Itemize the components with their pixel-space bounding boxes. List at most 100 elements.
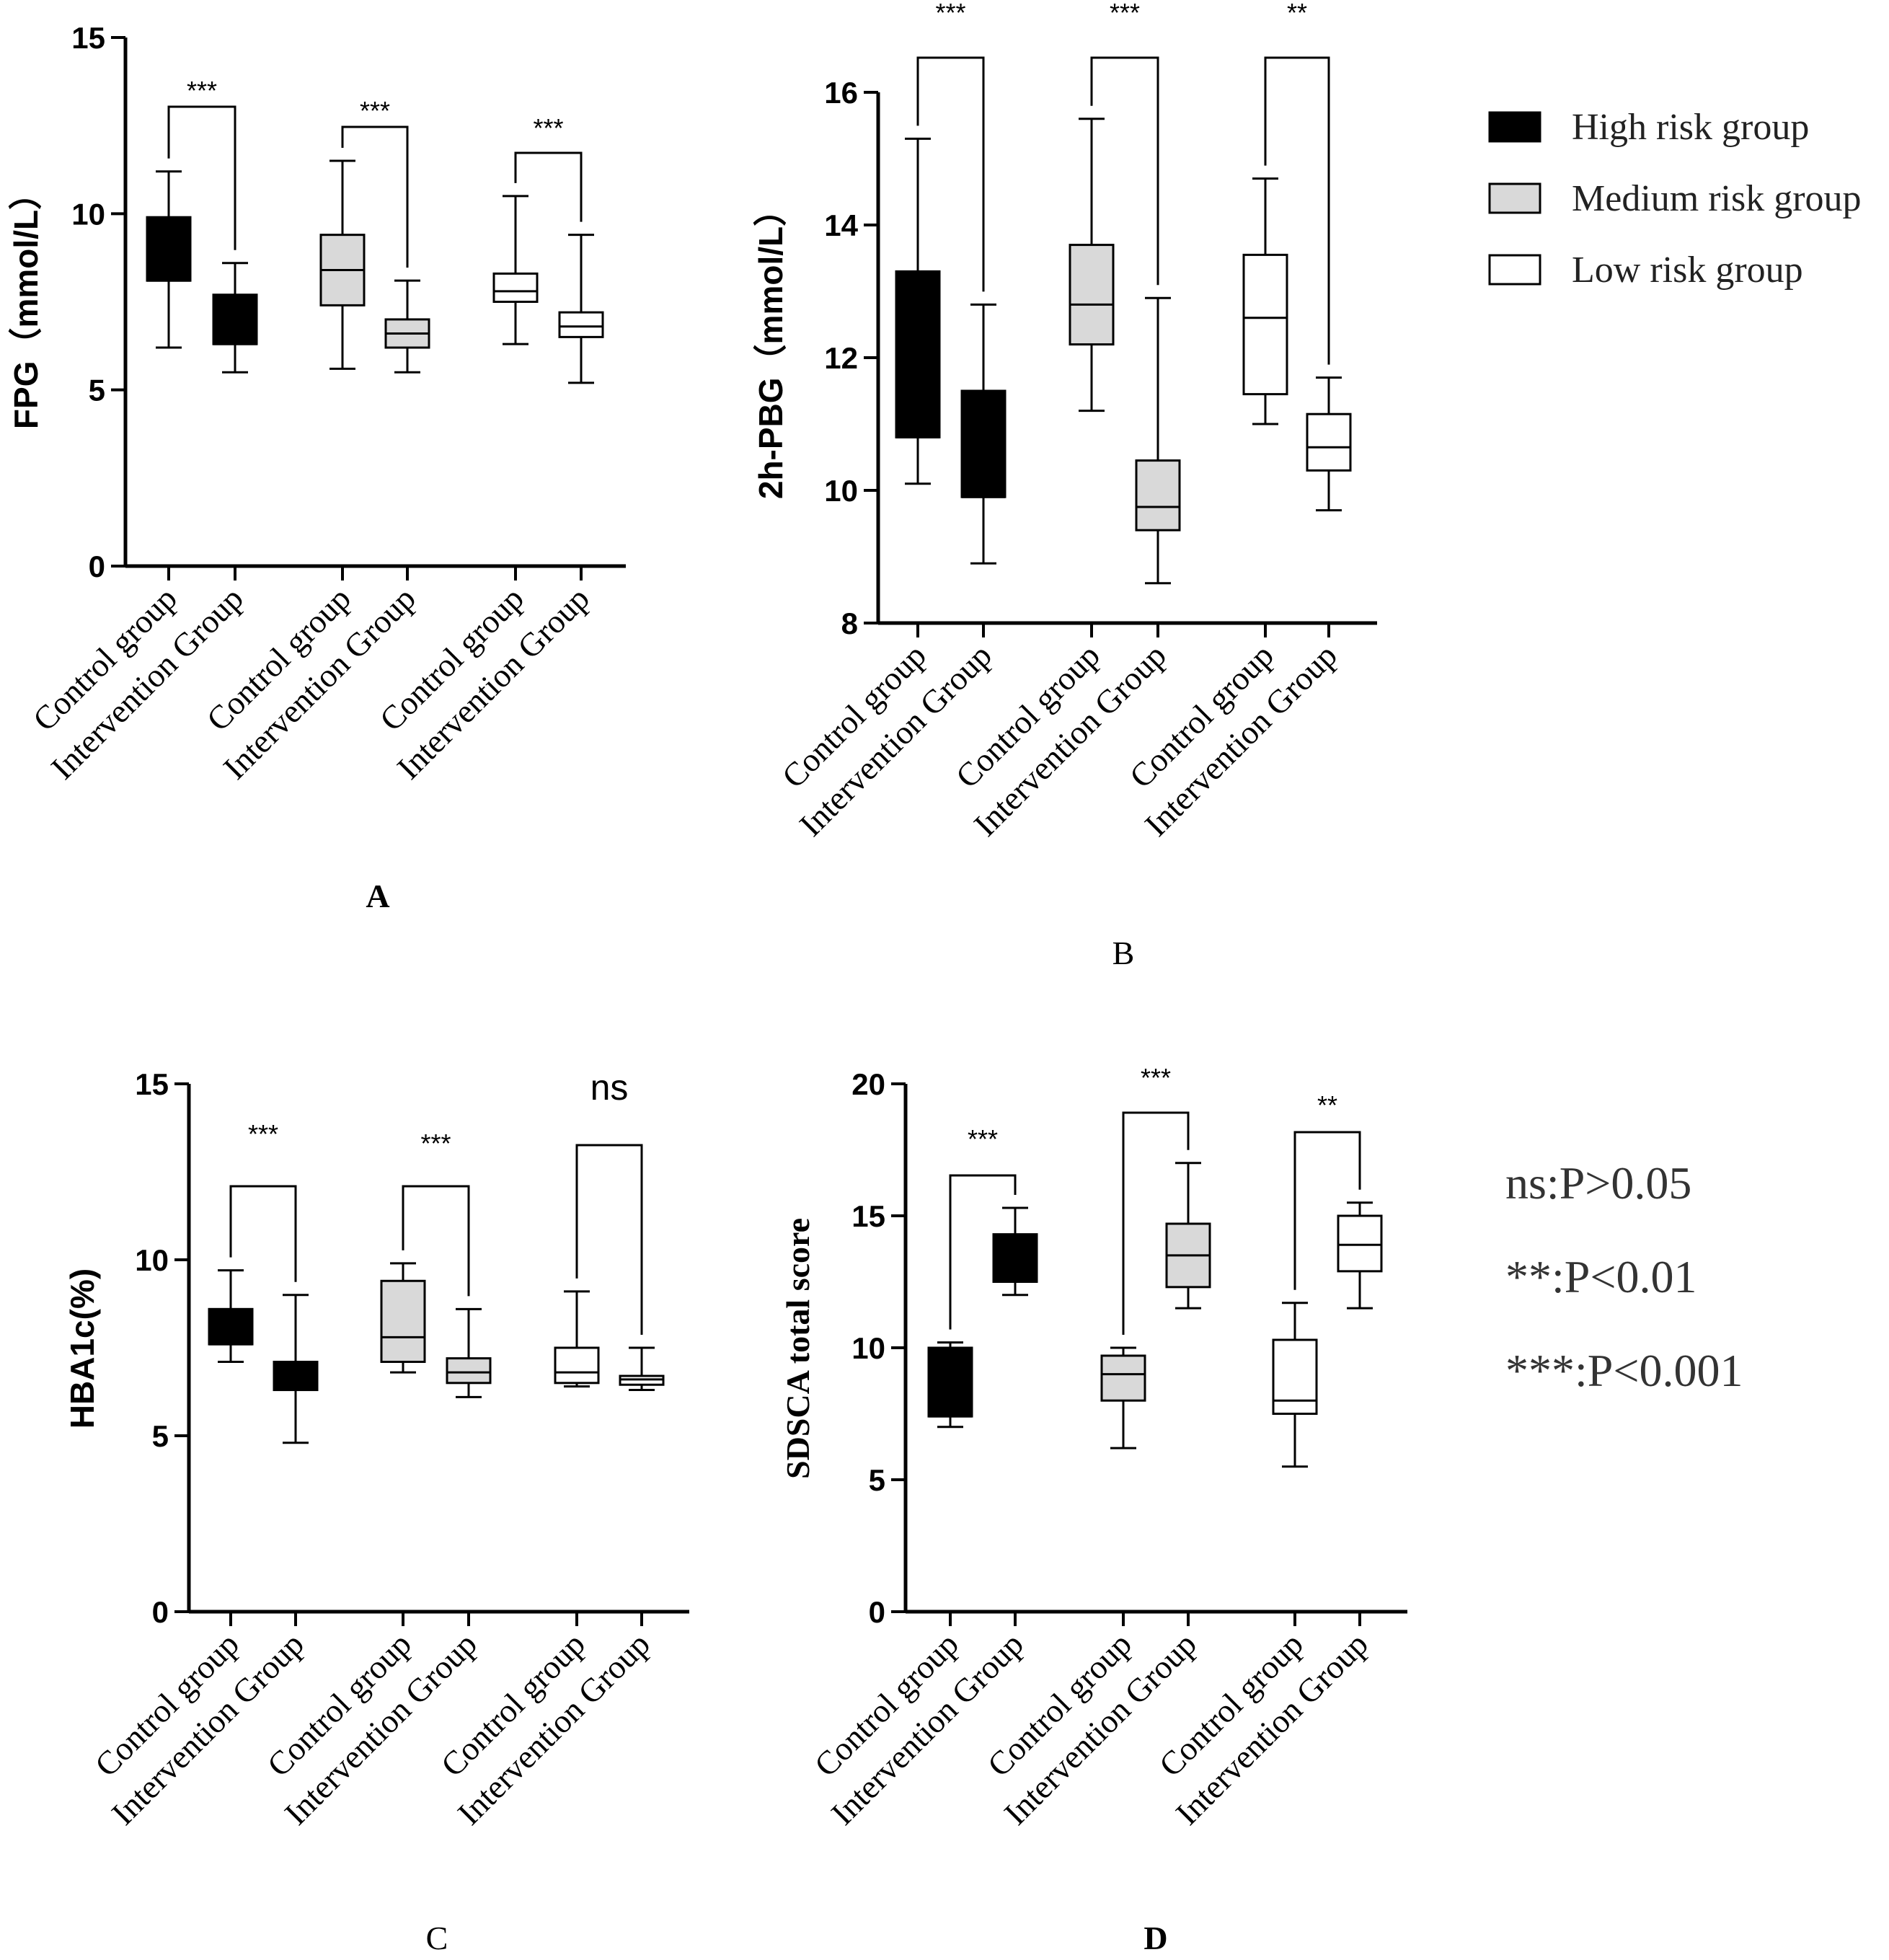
y-axis-title: 2h-PBG（mmol/L） bbox=[752, 193, 789, 499]
iqr-box bbox=[273, 1361, 319, 1392]
significance-label: *** bbox=[360, 96, 390, 125]
y-tick-label: 8 bbox=[841, 606, 858, 640]
significance-label: *** bbox=[420, 1129, 451, 1158]
significance-label: ** bbox=[1287, 0, 1307, 27]
box-3 bbox=[1100, 1346, 1146, 1449]
significance-label: *** bbox=[1141, 1063, 1171, 1092]
y-tick-label: 5 bbox=[869, 1463, 885, 1497]
legend-swatch-low bbox=[1488, 254, 1541, 286]
iqr-box bbox=[1100, 1354, 1146, 1402]
legend-swatch-high bbox=[1488, 111, 1541, 143]
box-1 bbox=[895, 137, 941, 485]
box-6 bbox=[558, 234, 604, 384]
box-2 bbox=[960, 303, 1007, 565]
box-4 bbox=[1135, 296, 1181, 585]
iqr-box bbox=[960, 389, 1007, 498]
significance-label: *** bbox=[187, 76, 217, 105]
box-4 bbox=[446, 1307, 492, 1398]
y-tick-label: 16 bbox=[824, 76, 858, 110]
iqr-box bbox=[992, 1233, 1038, 1283]
iqr-box bbox=[146, 216, 192, 282]
box-1 bbox=[146, 170, 192, 349]
significance-bracket bbox=[341, 125, 409, 268]
significance-bracket bbox=[402, 1185, 470, 1297]
box-1 bbox=[927, 1341, 973, 1429]
y-tick-label: 15 bbox=[71, 21, 105, 55]
iqr-box bbox=[895, 270, 941, 438]
iqr-box bbox=[927, 1346, 973, 1418]
box-1 bbox=[208, 1269, 254, 1364]
y-axis-title: SDSCA total score bbox=[779, 1218, 816, 1479]
y-tick-label: 10 bbox=[824, 474, 858, 508]
significance-bracket bbox=[916, 56, 985, 292]
box-4 bbox=[384, 279, 430, 374]
iqr-box bbox=[1069, 244, 1115, 346]
box-3 bbox=[319, 159, 366, 370]
significance-label: *** bbox=[533, 113, 563, 143]
y-tick-label: 0 bbox=[869, 1595, 885, 1629]
y-tick-label: 10 bbox=[851, 1331, 885, 1365]
iqr-box bbox=[380, 1279, 426, 1364]
y-tick-label: 5 bbox=[89, 374, 105, 407]
iqr-box bbox=[1306, 412, 1352, 472]
box-2 bbox=[212, 262, 258, 374]
significance-bracket bbox=[1122, 1111, 1190, 1335]
note-triple-star: ***:P<0.001 bbox=[1505, 1345, 1743, 1396]
panel-label-d: D bbox=[1143, 1920, 1167, 1956]
panel-label-c: C bbox=[426, 1920, 448, 1956]
note-ns: ns:P>0.05 bbox=[1505, 1157, 1691, 1209]
box-5 bbox=[554, 1290, 600, 1388]
significance-bracket bbox=[575, 1144, 643, 1335]
y-axis-title: FPG（mmol/L） bbox=[7, 177, 45, 429]
note-double-star: **:P<0.01 bbox=[1505, 1251, 1696, 1302]
panel-label-b: B bbox=[1112, 935, 1135, 971]
significance-label: *** bbox=[968, 1124, 998, 1154]
legend-label-high: High risk group bbox=[1572, 107, 1809, 148]
box-5 bbox=[1242, 177, 1288, 425]
y-tick-label: 0 bbox=[152, 1595, 169, 1629]
iqr-box bbox=[558, 311, 604, 338]
significance-label: *** bbox=[248, 1119, 278, 1149]
box-2 bbox=[273, 1294, 319, 1444]
box-3 bbox=[1069, 118, 1115, 412]
iqr-box bbox=[554, 1346, 600, 1385]
iqr-box bbox=[212, 293, 258, 345]
legend-label-low: Low risk group bbox=[1572, 250, 1803, 291]
significance-bracket bbox=[229, 1185, 297, 1282]
box-5 bbox=[1272, 1302, 1318, 1468]
y-tick-label: 15 bbox=[851, 1199, 885, 1233]
legend-label-medium: Medium risk group bbox=[1572, 178, 1862, 219]
iqr-box bbox=[208, 1307, 254, 1346]
y-tick-label: 10 bbox=[135, 1243, 169, 1277]
significance-label: ns bbox=[590, 1067, 629, 1108]
significance-label: *** bbox=[935, 0, 965, 27]
iqr-box bbox=[1135, 459, 1181, 531]
y-tick-label: 15 bbox=[135, 1067, 169, 1101]
iqr-box bbox=[1272, 1338, 1318, 1416]
y-tick-label: 0 bbox=[89, 549, 105, 583]
significance-bracket bbox=[167, 105, 236, 250]
y-tick-label: 12 bbox=[824, 341, 858, 375]
y-axis-title: HBA1c(%) bbox=[63, 1268, 101, 1429]
y-tick-label: 14 bbox=[824, 208, 858, 242]
iqr-box bbox=[1337, 1214, 1383, 1273]
y-tick-label: 10 bbox=[71, 197, 105, 231]
panel-label-a: A bbox=[366, 878, 389, 914]
legend-swatch-medium bbox=[1488, 182, 1541, 214]
significance-bracket bbox=[514, 151, 583, 222]
y-tick-label: 5 bbox=[152, 1419, 169, 1453]
box-4 bbox=[1165, 1162, 1211, 1310]
significance-label: ** bbox=[1317, 1090, 1337, 1120]
iqr-box bbox=[1242, 253, 1288, 396]
significance-label: *** bbox=[1110, 0, 1140, 27]
box-5 bbox=[492, 195, 539, 345]
box-3 bbox=[380, 1262, 426, 1374]
box-6 bbox=[619, 1346, 665, 1392]
legend: High risk group Medium risk group Low ri… bbox=[1488, 107, 1862, 291]
significance-bracket bbox=[949, 1174, 1017, 1330]
